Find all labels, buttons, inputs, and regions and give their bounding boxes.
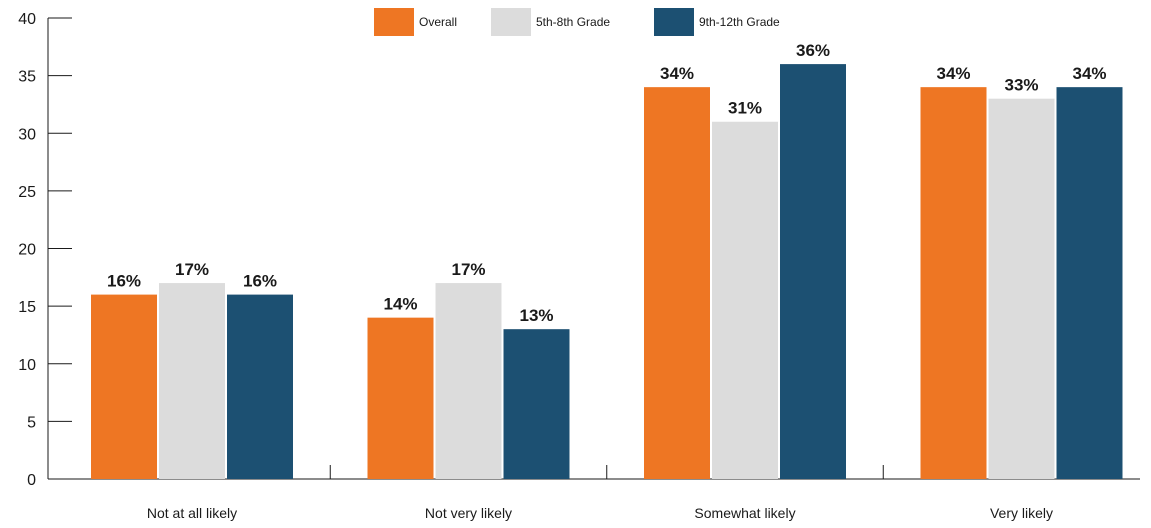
legend-label: 9th-12th Grade: [699, 15, 780, 29]
y-tick-label: 20: [18, 242, 36, 259]
data-labels: 16% 17% 16% 14% 17% 13% 34% 31% 36% 34% 33% 34%: [107, 41, 1107, 325]
data-label: 36%: [796, 41, 830, 60]
bar: [1056, 87, 1123, 480]
category-label: Very likely: [990, 505, 1053, 521]
data-label: 33%: [1004, 76, 1038, 95]
bar: [159, 283, 225, 479]
bar: [367, 317, 434, 479]
data-label: 34%: [660, 64, 694, 83]
data-label: 16%: [243, 272, 277, 291]
legend-label: Overall: [419, 15, 457, 29]
legend-swatch: [491, 8, 531, 36]
y-tick-label: 40: [18, 11, 36, 28]
bar: [780, 64, 846, 479]
category-label: Not very likely: [425, 505, 512, 521]
category-label: Not at all likely: [147, 505, 237, 521]
data-label: 17%: [175, 260, 209, 279]
legend-label: 5th-8th Grade: [536, 15, 610, 29]
y-tick-label: 35: [18, 69, 36, 86]
data-label: 34%: [1072, 64, 1106, 83]
bar: [988, 98, 1055, 480]
y-tick-label: 10: [18, 357, 36, 374]
data-label: 31%: [728, 99, 762, 118]
bar: [91, 294, 157, 479]
y-axis: 0 5 10 15 20 25 30 35 40: [18, 11, 72, 489]
bar: [435, 283, 502, 479]
bars: [91, 64, 1123, 480]
legend-swatch: [654, 8, 694, 36]
y-tick-label: 0: [27, 472, 36, 489]
data-label: 14%: [383, 295, 417, 314]
category-label: Somewhat likely: [694, 505, 795, 521]
bar: [644, 87, 710, 480]
bar: [712, 121, 778, 479]
data-label: 17%: [451, 260, 485, 279]
y-tick-label: 25: [18, 184, 36, 201]
legend: Overall 5th-8th Grade 9th-12th Grade: [374, 8, 780, 36]
y-tick-label: 15: [18, 299, 36, 316]
y-tick-label: 30: [18, 126, 36, 143]
data-label: 34%: [936, 64, 970, 83]
data-label: 13%: [519, 306, 553, 325]
data-label: 16%: [107, 272, 141, 291]
y-tick-label: 5: [27, 414, 36, 431]
legend-swatch: [374, 8, 414, 36]
bar: [920, 87, 987, 480]
bar: [227, 294, 293, 479]
bar: [503, 329, 570, 479]
